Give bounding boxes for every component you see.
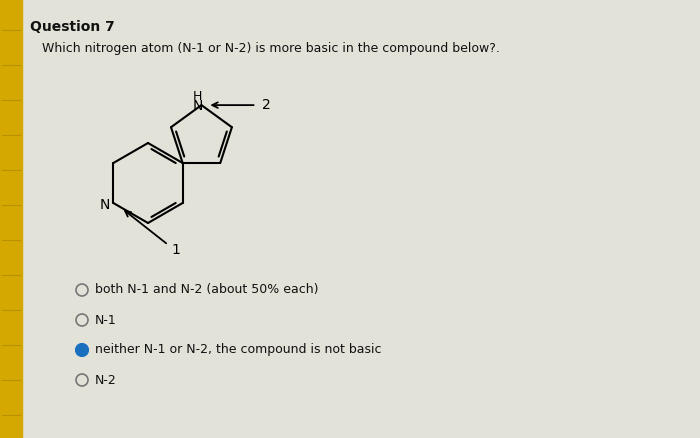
Text: H: H <box>193 90 202 102</box>
Text: N-2: N-2 <box>95 374 117 386</box>
Circle shape <box>76 314 88 326</box>
Text: 2: 2 <box>262 98 271 112</box>
Text: Question 7: Question 7 <box>30 20 115 34</box>
Circle shape <box>76 284 88 296</box>
Text: both N-1 and N-2 (about 50% each): both N-1 and N-2 (about 50% each) <box>95 283 318 297</box>
Circle shape <box>76 344 88 356</box>
Text: N: N <box>99 198 109 212</box>
Text: 1: 1 <box>172 243 180 257</box>
Circle shape <box>76 374 88 386</box>
Text: Which nitrogen atom (N-1 or N-2) is more basic in the compound below?.: Which nitrogen atom (N-1 or N-2) is more… <box>42 42 500 55</box>
Text: N: N <box>193 99 202 113</box>
Text: neither N-1 or N-2, the compound is not basic: neither N-1 or N-2, the compound is not … <box>95 343 382 357</box>
Bar <box>0 0 22 438</box>
Text: N-1: N-1 <box>95 314 117 326</box>
